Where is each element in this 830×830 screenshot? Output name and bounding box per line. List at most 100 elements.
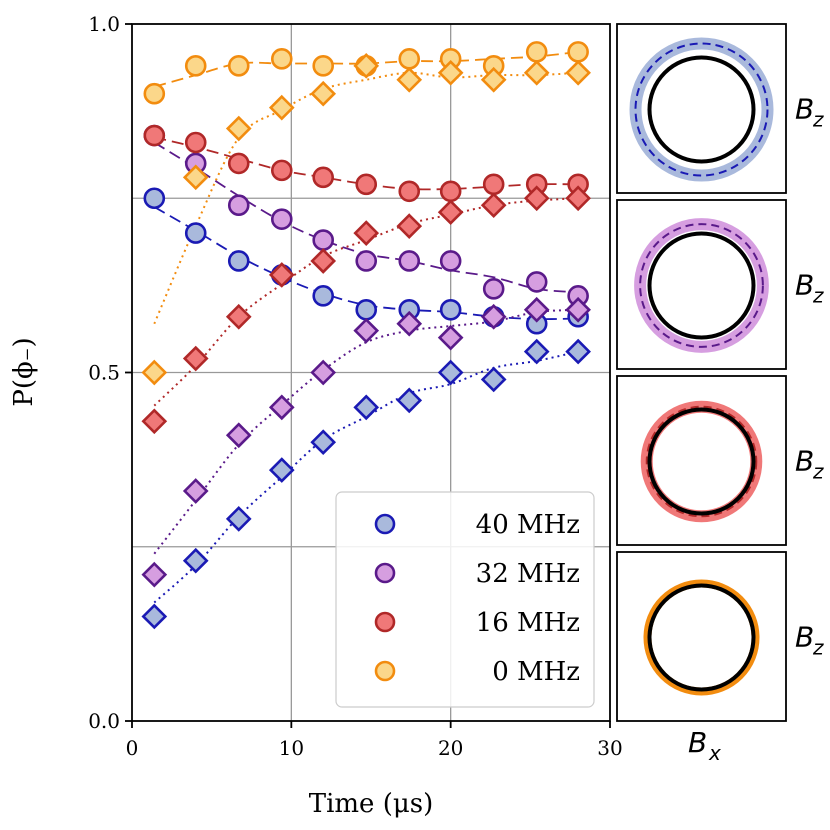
panel-y-label-sub: z [812, 636, 824, 660]
point-circle-32mhz [227, 194, 250, 217]
point-diamond-32mhz [268, 394, 295, 421]
point-diamond-32mhz [480, 303, 507, 330]
point-diamond-40mhz [268, 457, 295, 483]
point-diamond-16mhz [353, 220, 380, 246]
x-tick-label: 10 [279, 736, 304, 760]
point-diamond-40mhz [437, 359, 464, 386]
point-circle-40mhz [312, 285, 335, 307]
x-tick-label: 30 [597, 736, 622, 760]
x-tick-label: 0 [126, 736, 139, 760]
legend-label-16mhz: 16 MHz [476, 608, 580, 638]
axis-ticks: 0 10 20 30 0.0 0.5 1.0 [88, 12, 623, 760]
point-diamond-40mhz [141, 603, 168, 630]
x-tick-label: 20 [438, 736, 463, 760]
panel-y-label-main: B [795, 621, 814, 654]
legend-marker-32mhz [374, 562, 396, 584]
point-circle-32mhz [482, 278, 505, 300]
point-circle-32mhz [312, 229, 335, 251]
point-diamond-32mhz [353, 317, 380, 344]
point-circle-16mhz [439, 180, 462, 203]
point-diamond-16mhz [225, 303, 252, 330]
panel-y-label-main: B [795, 93, 814, 126]
point-circle-0mhz [398, 48, 421, 70]
reference-ring [647, 231, 756, 340]
y-tick-label: 0.5 [88, 361, 120, 385]
reference-ring [647, 583, 756, 692]
point-circle-32mhz [355, 250, 378, 272]
point-diamond-40mhz [310, 429, 337, 456]
point-diamond-40mhz [480, 366, 507, 393]
point-circle-0mhz [143, 82, 166, 105]
y-tick-label: 0.0 [88, 709, 120, 733]
point-circle-40mhz [227, 250, 250, 272]
point-circle-40mhz [439, 298, 462, 321]
field-dashed-ring [645, 405, 758, 518]
point-diamond-0mhz [353, 52, 380, 79]
point-circle-40mhz [184, 222, 207, 244]
panel-y-label-sub: z [812, 284, 824, 308]
point-diamond-0mhz [480, 66, 507, 93]
point-diamond-40mhz [353, 394, 380, 421]
point-circle-16mhz [355, 173, 378, 196]
point-diamond-0mhz [182, 164, 209, 191]
point-diamond-40mhz [565, 338, 591, 365]
panel-x-label-main: B [688, 726, 707, 759]
legend-label-40mhz: 40 MHz [476, 510, 580, 540]
point-circle-16mhz [482, 173, 505, 196]
x-axis-label: Time (μs) [309, 789, 434, 819]
panel-frame [616, 23, 787, 194]
point-circle-16mhz [312, 166, 335, 189]
legend: 40 MHz 32 MHz 16 MHz 0 MHz [335, 491, 595, 708]
panel-x-label-sub: x [708, 741, 721, 765]
point-diamond-0mhz [225, 115, 252, 142]
panel-32mhz: Bz [616, 199, 824, 370]
reference-ring [647, 407, 756, 516]
reference-ring [647, 55, 756, 164]
point-diamond-32mhz [310, 359, 337, 386]
panel-16mhz: Bz [616, 375, 824, 546]
point-diamond-16mhz [480, 192, 507, 219]
point-diamond-0mhz [268, 94, 295, 121]
point-diamond-16mhz [182, 345, 209, 372]
panel-y-label-main: B [795, 269, 814, 302]
panel-y-label-sub: z [812, 108, 824, 132]
field-dashed-ring [639, 223, 764, 348]
point-diamond-40mhz [396, 387, 423, 414]
legend-label-0mhz: 0 MHz [492, 657, 580, 687]
legend-label-32mhz: 32 MHz [476, 559, 580, 589]
point-diamond-32mhz [396, 310, 423, 337]
point-circle-0mhz [312, 55, 335, 77]
panel-0mhz: Bz [616, 551, 824, 722]
panel-40mhz: Bz [616, 23, 824, 194]
point-diamond-40mhz [182, 547, 209, 574]
point-circle-16mhz [270, 159, 293, 182]
point-circle-32mhz [270, 208, 293, 230]
panel-y-label-main: B [795, 445, 814, 478]
point-diamond-32mhz [182, 478, 209, 504]
panel-y-label-sub: z [812, 460, 824, 484]
point-diamond-0mhz [141, 359, 168, 386]
point-circle-16mhz [398, 180, 421, 203]
legend-marker-40mhz [374, 513, 396, 535]
point-circle-40mhz [355, 298, 378, 321]
point-diamond-32mhz [437, 324, 464, 351]
point-circle-0mhz [184, 55, 207, 77]
point-circle-40mhz [143, 187, 166, 210]
y-tick-label: 1.0 [88, 12, 120, 36]
point-diamond-32mhz [225, 422, 252, 449]
point-diamond-16mhz [141, 408, 168, 435]
point-diamond-0mhz [523, 59, 550, 86]
legend-marker-0mhz [374, 660, 396, 682]
point-circle-32mhz [525, 271, 548, 293]
point-circle-16mhz [143, 124, 166, 147]
point-diamond-16mhz [523, 185, 550, 212]
point-circle-0mhz [567, 41, 589, 63]
point-diamond-0mhz [396, 66, 423, 93]
field-dashed-ring [634, 42, 769, 177]
point-diamond-0mhz [310, 80, 337, 107]
panel-frame [616, 551, 787, 722]
point-diamond-16mhz [396, 213, 423, 239]
point-diamond-32mhz [565, 296, 591, 323]
